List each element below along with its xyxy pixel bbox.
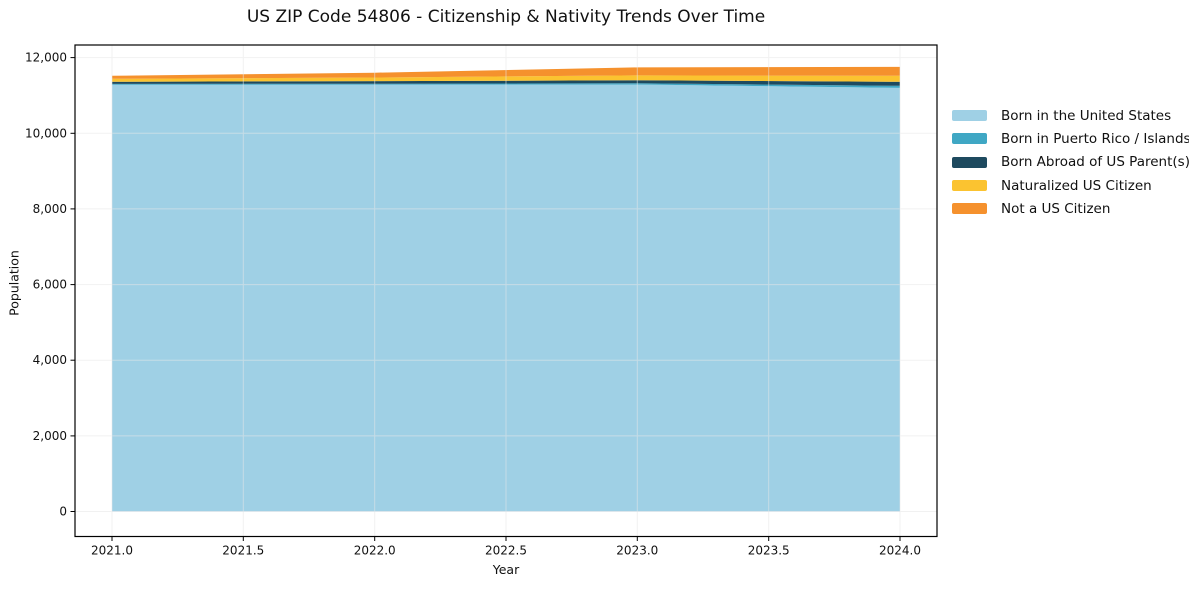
x-axis-label: Year: [492, 562, 520, 577]
y-tick-label: 4,000: [33, 353, 67, 367]
y-tick-label: 2,000: [33, 429, 67, 443]
y-axis-label: Population: [6, 250, 22, 316]
x-tick-label: 2021.0: [91, 544, 133, 558]
area-series-1: [112, 83, 900, 88]
legend-swatch-icon: [952, 203, 987, 215]
y-tick-label: 8,000: [33, 202, 67, 216]
legend-label: Not a US Citizen: [1001, 200, 1111, 217]
x-tick-label: 2022.5: [485, 544, 527, 558]
gridlines: [75, 45, 937, 537]
legend-swatch-icon: [952, 156, 987, 168]
legend-label: Born Abroad of US Parent(s): [1001, 154, 1189, 171]
x-tick-label: 2023.5: [748, 544, 790, 558]
legend-label: Naturalized US Citizen: [1001, 177, 1152, 194]
x-tick-label: 2022.0: [354, 544, 396, 558]
legend-label: Born in Puerto Rico / Islands: [1001, 130, 1189, 147]
legend-label: Born in the United States: [1001, 107, 1172, 124]
legend: Born in the United States Born in Puerto …: [952, 104, 1189, 220]
legend-swatch-icon: [952, 110, 987, 122]
legend-item-1: Born in Puerto Rico / Islands: [952, 127, 1189, 150]
x-tick-label: 2023.0: [616, 544, 658, 558]
y-tick-label: 0: [59, 505, 67, 519]
legend-swatch-icon: [952, 133, 987, 145]
legend-item-3: Naturalized US Citizen: [952, 174, 1189, 197]
chart-title: US ZIP Code 54806 - Citizenship & Nativi…: [246, 7, 766, 27]
tick-labels: 2021.0 2021.5 2022.0 2022.5 2023.0 2023.5 2024…: [25, 51, 921, 558]
legend-item-0: Born in the United States: [952, 104, 1189, 127]
legend-item-4: Not a US Citizen: [952, 197, 1189, 220]
y-tick-label: 6,000: [33, 278, 67, 292]
legend-item-2: Born Abroad of US Parent(s): [952, 151, 1189, 174]
x-tick-label: 2024.0: [879, 544, 921, 558]
y-tick-label: 10,000: [25, 126, 67, 140]
y-tick-label: 12,000: [25, 51, 67, 65]
legend-swatch-icon: [952, 180, 987, 192]
tick-marks: [70, 57, 901, 541]
x-tick-label: 2021.5: [222, 544, 264, 558]
